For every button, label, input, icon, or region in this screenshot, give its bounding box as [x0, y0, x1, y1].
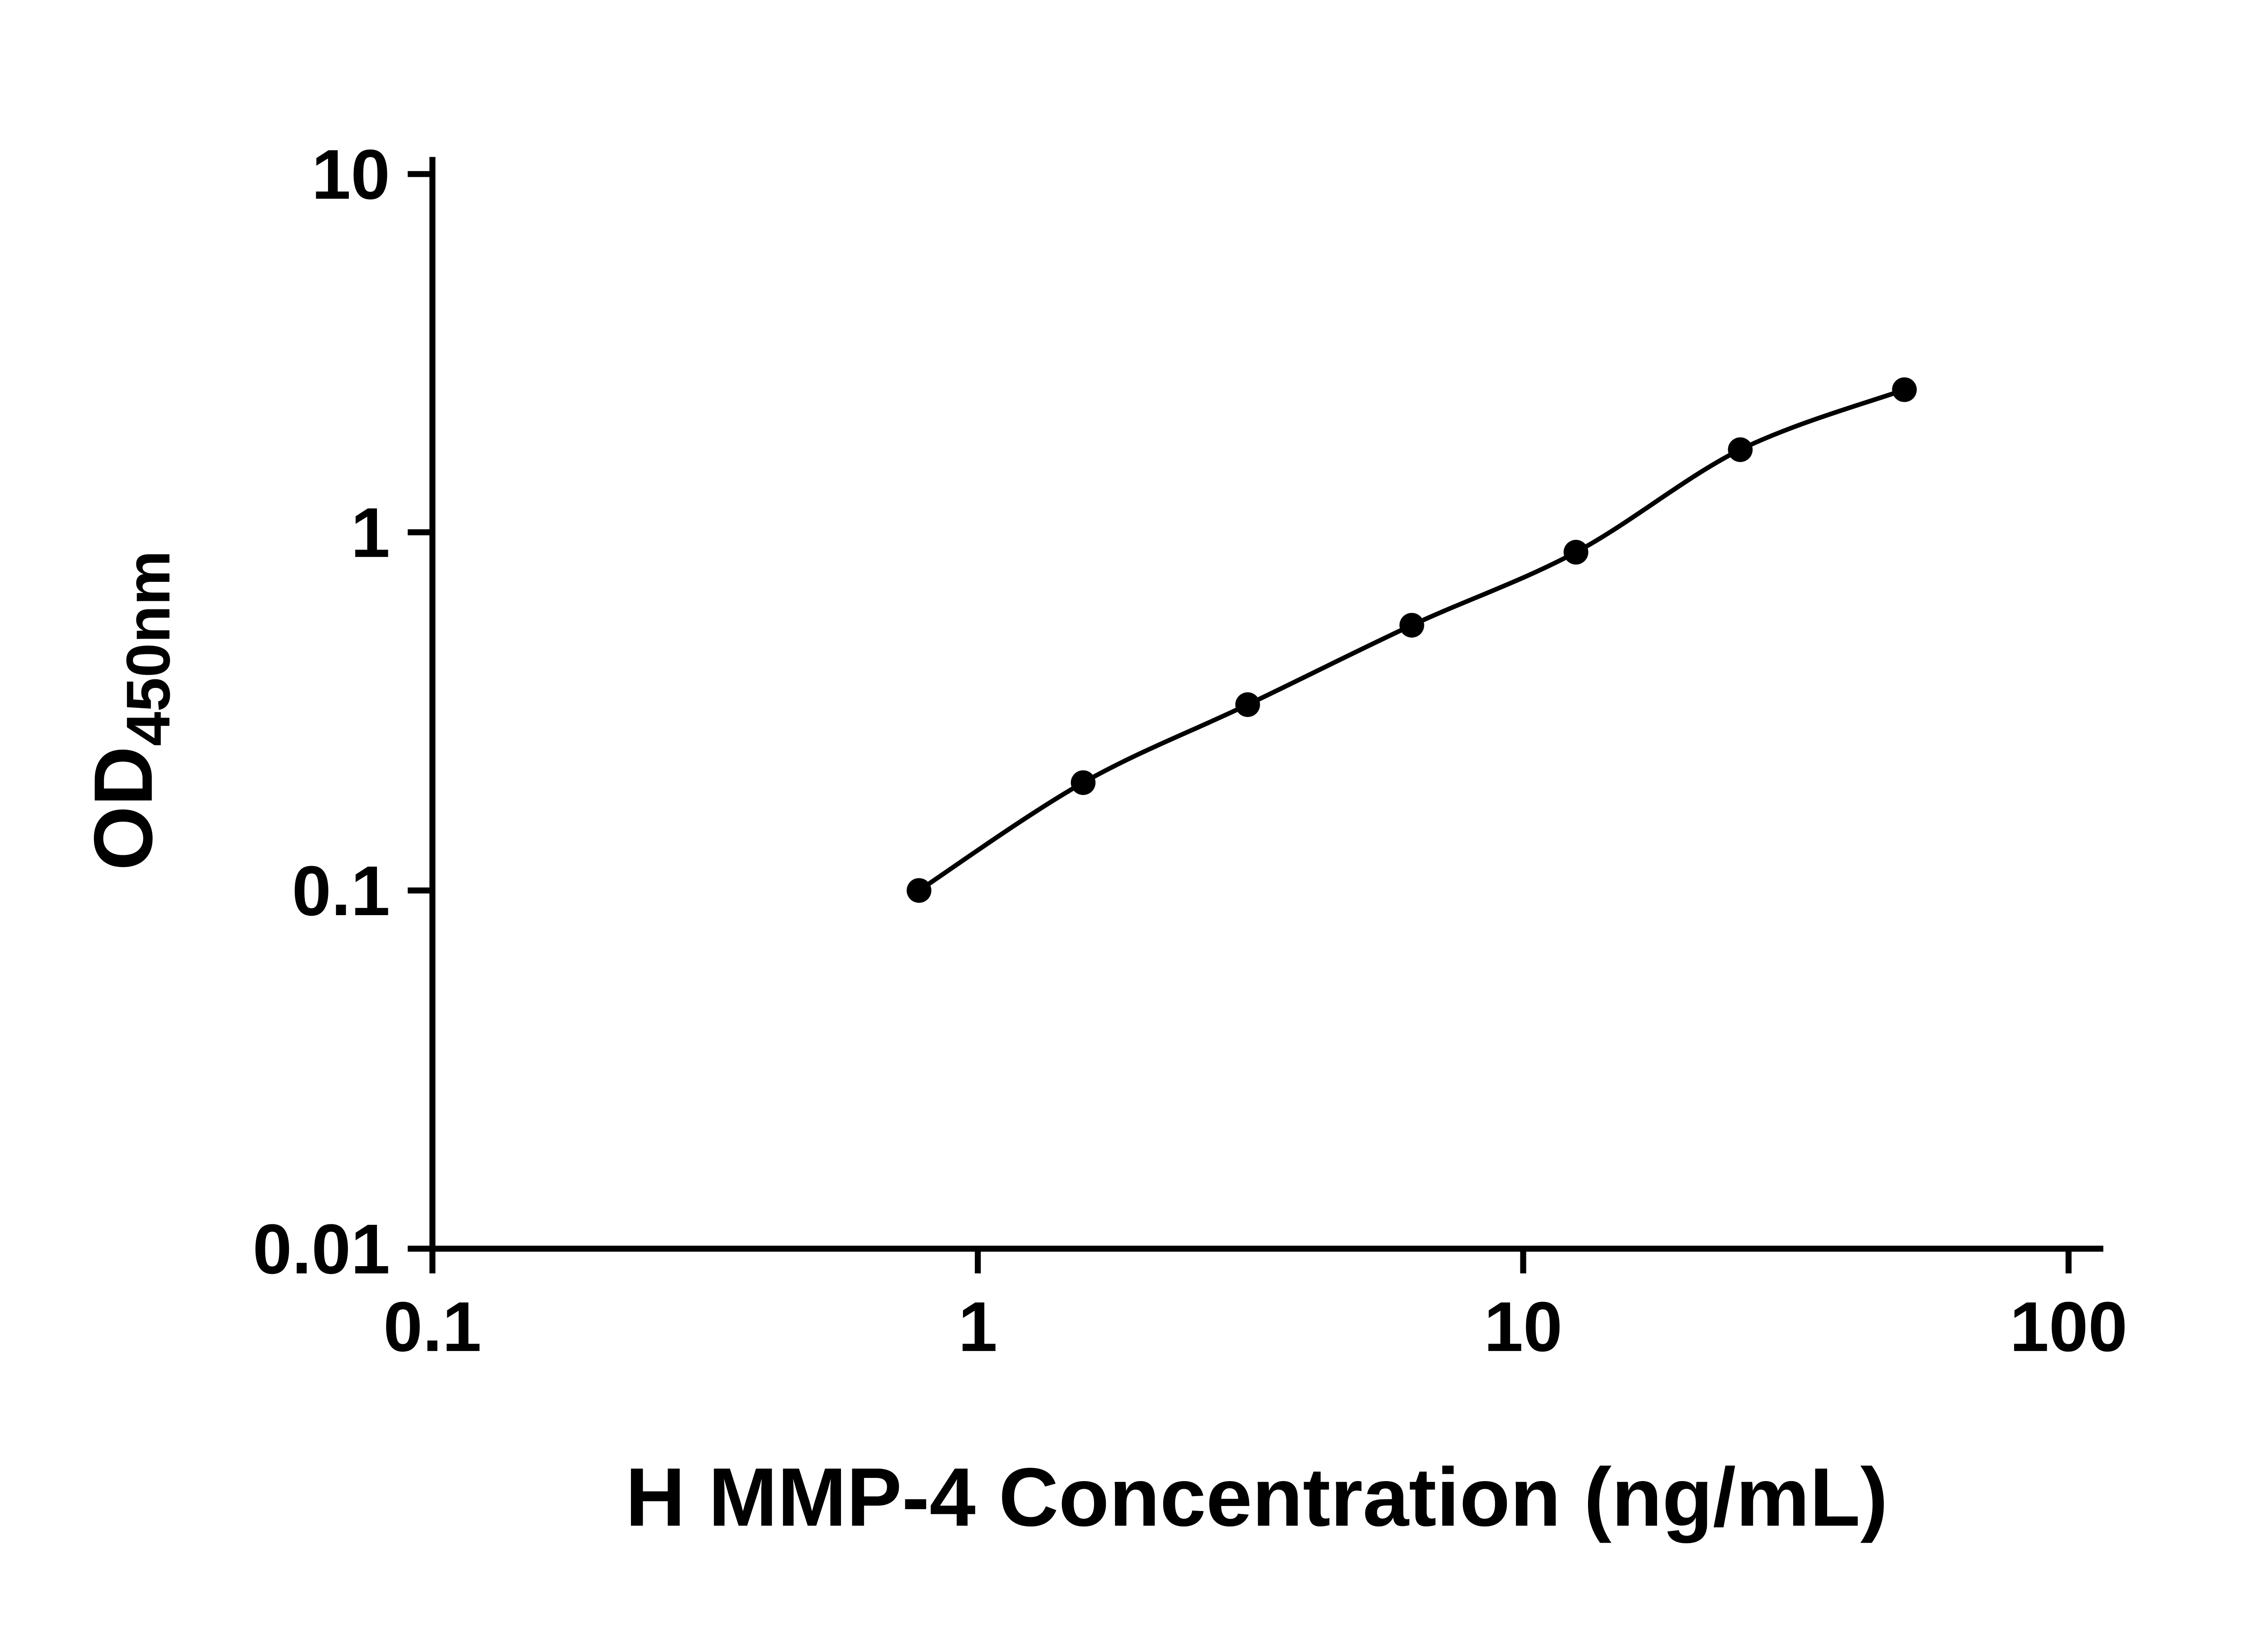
y-axis-title: OD450nm: [77, 551, 183, 871]
x-tick-label: 10: [1484, 1287, 1562, 1366]
y-axis-title-main: OD: [77, 746, 170, 870]
x-tick-label: 1: [958, 1287, 997, 1366]
data-point: [1235, 692, 1260, 717]
standard-curve-line: [917, 387, 1907, 893]
x-tick-label: 0.1: [383, 1287, 481, 1366]
x-tick-label: 100: [2009, 1287, 2127, 1366]
y-tick-label: 0.01: [253, 1209, 390, 1288]
data-point: [1399, 613, 1424, 638]
data-point: [1070, 770, 1096, 795]
y-axis-title-sub: 450nm: [114, 551, 183, 746]
data-point: [1892, 377, 1917, 402]
y-tick-label: 0.1: [292, 851, 390, 930]
y-tick-label: 1: [351, 493, 390, 572]
data-point: [1564, 540, 1589, 565]
x-axis-title: H MMP-4 Concentration (ng/mL): [626, 1450, 1888, 1543]
y-tick-label: 10: [312, 135, 390, 214]
data-point: [906, 878, 932, 903]
data-point: [1728, 437, 1753, 462]
